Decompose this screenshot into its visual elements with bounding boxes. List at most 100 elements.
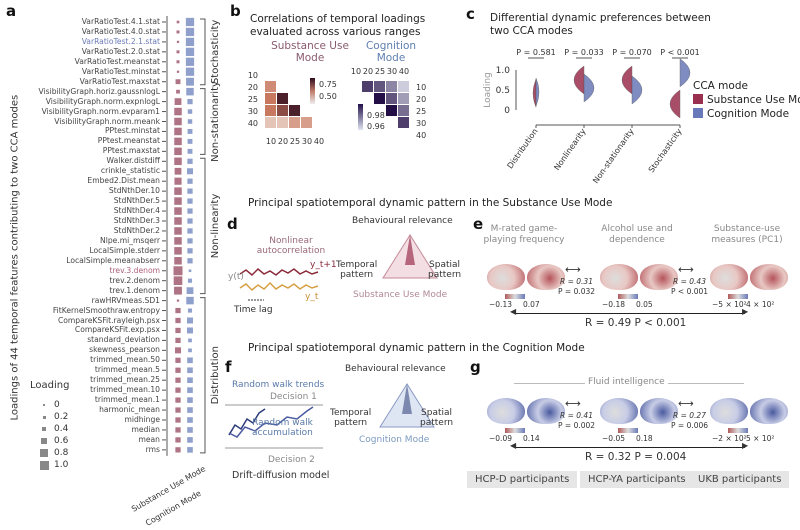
loading-square-cognition: [185, 17, 195, 27]
loading-square-substance: [174, 237, 182, 245]
spatial-2: pattern: [428, 270, 462, 280]
violin-substance: [621, 65, 633, 95]
drift-diffusion-model: Drift-diffusion model: [232, 470, 330, 481]
feature-label: skewness_pearson: [89, 345, 160, 355]
section-title-cognition: Principal spatiotemporal dynamic pattern…: [248, 342, 585, 354]
loading-square-cognition: [185, 67, 195, 76]
loading-square-substance: [174, 227, 182, 235]
random-walk-accumulation: Random walk accumulation: [252, 418, 313, 438]
group-label: Stochasticity: [210, 20, 221, 84]
panel-c-label: c: [466, 5, 475, 23]
walk-path-2: [228, 406, 314, 438]
feature-label: VarRatioTest.minstat: [81, 66, 160, 76]
cohort-label: UKB participants: [690, 471, 790, 488]
accum-2: accumulation: [252, 428, 313, 438]
cog-col-tick: 30: [387, 67, 397, 76]
sub-col-tick: 40: [314, 137, 324, 146]
loading-square-cognition: [187, 437, 193, 443]
heatmap-cell-substance: [301, 117, 312, 128]
colorbar-tick: 0.75: [319, 80, 337, 89]
group-label: Non-linearity: [210, 194, 221, 259]
temporal-2: pattern: [334, 418, 368, 428]
loading-square-substance: [175, 79, 181, 85]
heatmaps: 101020202525303040400.750.50101020202525…: [248, 67, 426, 146]
pair-r: R = 0.41: [560, 411, 593, 420]
loading-square-cognition: [185, 47, 195, 56]
colorbar-max: 5 × 10²: [746, 434, 775, 443]
pyramid-edge: [402, 384, 412, 414]
spatial-pattern-d: Spatial pattern: [428, 260, 461, 280]
loading-square-substance: [176, 89, 180, 94]
loading-square-substance: [173, 266, 183, 276]
feature-label: VarRatioTest.2.0.stat: [81, 46, 160, 56]
brain-surface-icon: [750, 264, 788, 290]
group-bracket: [200, 157, 206, 295]
cog-col-tick: 20: [363, 67, 373, 76]
loading-square-cognition: [187, 387, 193, 393]
loading-square-cognition: [186, 296, 194, 305]
heatmap-cell-substance: [289, 105, 300, 116]
heatmap-cell-substance: [265, 81, 276, 92]
loading-square-substance: [174, 247, 182, 255]
heatmap-cell-substance: [277, 93, 288, 104]
loading-square-cognition: [187, 109, 193, 114]
loading-square-substance: [175, 387, 181, 393]
feature-label: trimmed_mean.25: [90, 375, 160, 385]
group-label: Distribution: [210, 346, 221, 404]
y-t1-label: y_t+1: [310, 260, 337, 270]
feature-label: trimmed_mean.10: [90, 385, 160, 395]
loading-square-substance: [174, 167, 182, 175]
map-title-1: M-rated game-: [490, 224, 558, 234]
pair-r: R = 0.31: [560, 277, 593, 286]
arrow-head-left: ◀: [510, 441, 517, 450]
legend-value: 0.2: [54, 412, 69, 422]
legend-value: 1.0: [54, 460, 69, 470]
loading-square-cognition: [187, 248, 193, 254]
y-tick-label: 0: [504, 106, 510, 116]
loading-square-cognition: [188, 348, 192, 353]
loading-square-substance: [174, 98, 182, 105]
heatmap-cell-cognition: [398, 105, 409, 116]
cca-legend-title: CCA mode: [693, 80, 748, 92]
loading-square-substance: [176, 60, 180, 64]
pair-r: R = 0.43: [673, 277, 706, 286]
brain-surface-icon: [640, 398, 678, 424]
heatmap-substance-title-2: Mode: [295, 52, 325, 64]
map-title-2: playing frequency: [483, 235, 565, 245]
x-tick-label: Nonlinearity: [552, 127, 587, 172]
feature-label: LocalSimple.meanabserr: [66, 255, 160, 265]
loading-square-cognition: [187, 417, 193, 423]
cog-row-tick: 30: [416, 119, 426, 128]
feature-label: StdNthDer.10: [108, 186, 160, 196]
loading-square-cognition: [187, 148, 193, 154]
heatmap-cell-cognition: [398, 93, 409, 104]
pair-r: R = 0.27: [673, 411, 706, 420]
loading-square-substance: [174, 117, 182, 126]
brain-colorbar: [728, 294, 748, 299]
x-tick-label: Distribution: [505, 127, 539, 170]
feature-label: VisibilityGraph.norm.evparam1: [41, 106, 160, 116]
legend-swatch-substance: [693, 94, 703, 104]
fluid-intelligence-title: Fluid intelligence: [585, 377, 668, 387]
colorbar-min: −5 × 10²: [712, 300, 747, 309]
heatmap-cognition-title-2: Mode: [376, 52, 406, 64]
map-title-2: dependence: [609, 235, 665, 245]
signal-title-2: autocorrelation: [256, 246, 326, 256]
colorbar-substance: [310, 78, 315, 104]
legend-square: [41, 426, 47, 432]
heatmap-cognition-title-1: Cognition: [365, 40, 417, 52]
p-value: P = 0.033: [564, 48, 604, 57]
brain-surface-icon: [487, 398, 525, 424]
sub-row-tick: 10: [248, 71, 258, 80]
colorbar-min: −0.18: [602, 300, 625, 309]
loading-square-substance: [175, 357, 181, 363]
colorbar-max: 4 × 10²: [746, 300, 775, 309]
random-walk-trends: Random walk trends: [232, 380, 325, 390]
loading-square-substance: [175, 447, 181, 453]
legend-square: [40, 449, 48, 457]
feature-label: Embed2.Dist.mean: [87, 176, 160, 186]
loading-square-substance: [174, 157, 182, 166]
violin-cognition: [583, 73, 595, 103]
p-value: P = 0.070: [612, 48, 652, 57]
loading-square-cognition: [186, 87, 194, 96]
